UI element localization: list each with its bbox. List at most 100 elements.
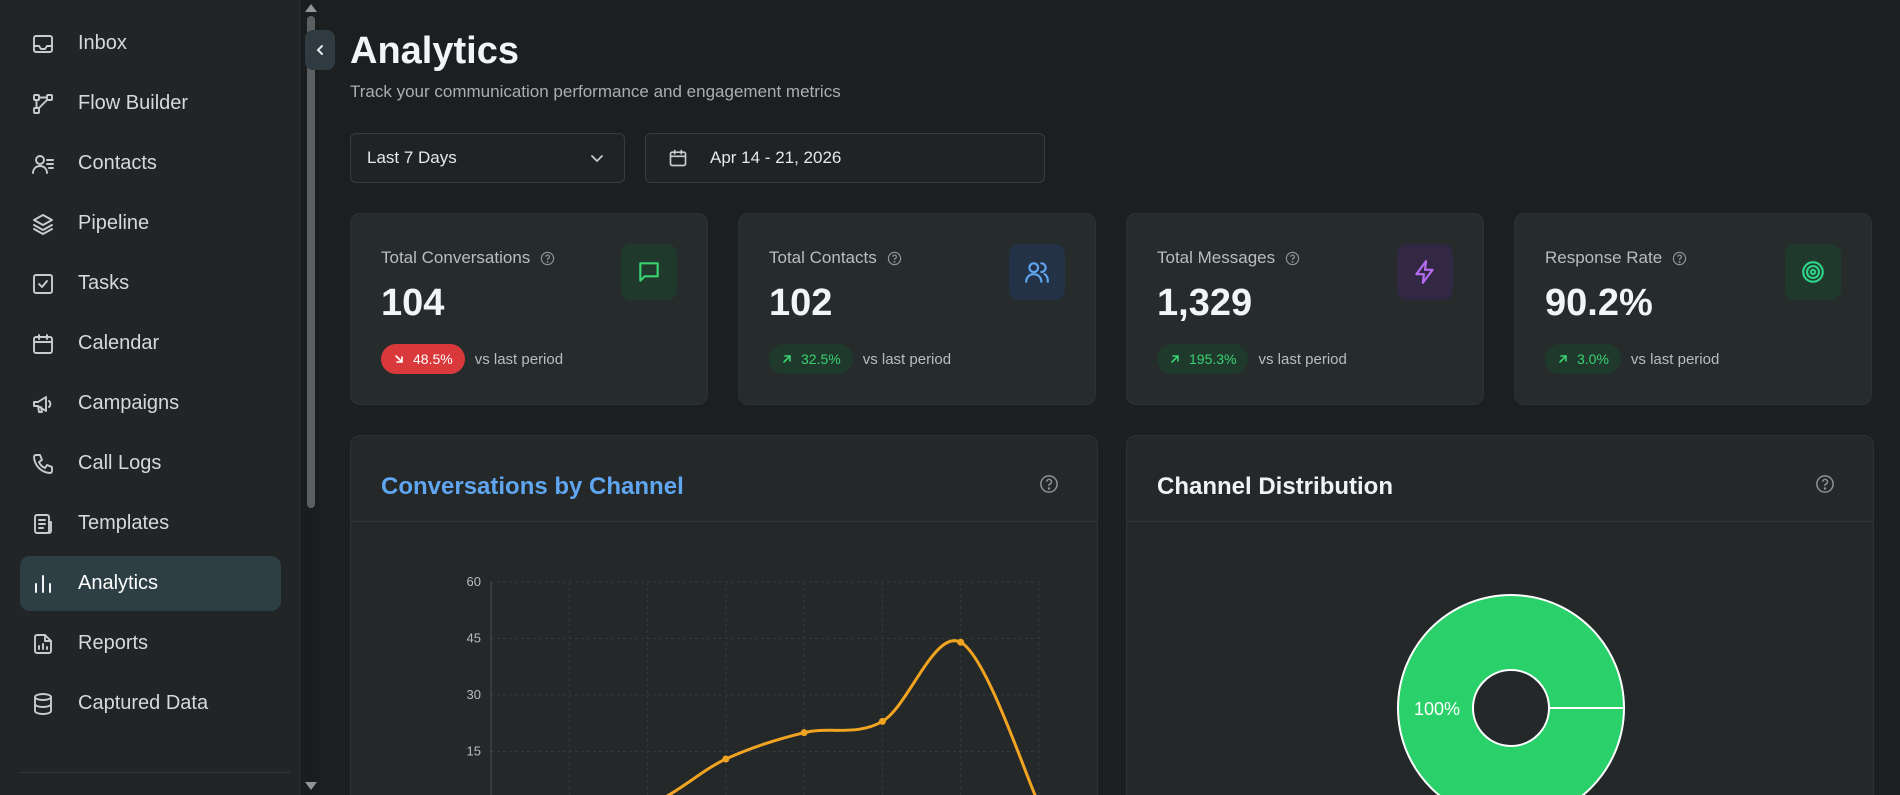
help-icon[interactable]: [1815, 474, 1835, 494]
conversations-by-channel-panel: Conversations by Channel 015304560Tue, A…: [350, 435, 1098, 795]
arrow-down-right-icon: [395, 355, 403, 363]
trend-value: 195.3%: [1189, 351, 1237, 367]
panel-title[interactable]: Conversations by Channel: [381, 473, 684, 500]
trend-compare-text: vs last period: [1630, 350, 1720, 368]
target-icon: [1785, 244, 1841, 300]
kpi-card-label: Response Rate: [1545, 248, 1663, 267]
scroll-up-arrow-icon[interactable]: [305, 4, 317, 12]
kpi-card-trend: 3.0% vs last period: [1545, 344, 1719, 374]
trend-badge: 3.0%: [1545, 344, 1621, 374]
database-icon: [30, 691, 56, 717]
kpi-card-value: 104: [381, 282, 445, 324]
help-icon[interactable]: [1285, 251, 1300, 266]
series-line: [665, 639, 1037, 795]
kpi-card-total-messages: Total Messages 1,329 195.3% vs last peri…: [1126, 213, 1484, 405]
date-picker-button[interactable]: Apr 14 - 21, 2026: [645, 133, 1045, 183]
kpi-card-value: 102: [769, 282, 833, 324]
trend-badge: 195.3%: [1157, 344, 1249, 374]
trend-value: 32.5%: [801, 351, 841, 367]
date-range-text: Apr 14 - 21, 2026: [710, 148, 842, 167]
kpi-card-label-row: Total Messages: [1157, 248, 1300, 268]
kpi-card-total-contacts: Total Contacts 102 32.5% vs last period: [738, 213, 1096, 405]
arrow-up-right-icon: [783, 355, 791, 363]
sidebar-item-contacts[interactable]: Contacts: [20, 136, 281, 191]
chevron-left-icon: [316, 45, 323, 55]
flow-icon: [30, 91, 56, 117]
kpi-card-label-row: Total Contacts: [769, 248, 902, 268]
data-point: [800, 729, 808, 737]
trend-compare-text: vs last period: [474, 350, 564, 368]
phone-icon: [30, 451, 56, 477]
trend-compare-text: vs last period: [1258, 350, 1347, 368]
sidebar-item-call-logs[interactable]: Call Logs: [20, 436, 281, 491]
panel-header: Conversations by Channel: [351, 436, 1097, 522]
sidebar-item-label: Tasks: [78, 272, 130, 294]
line-chart: 015304560Tue, Apr 14Thu, Apr 16Fri, Apr …: [467, 574, 1040, 795]
help-icon[interactable]: [1672, 251, 1687, 266]
y-tick-label: 15: [467, 744, 481, 759]
kpi-card-trend: 195.3% vs last period: [1157, 344, 1347, 374]
sidebar-item-reports[interactable]: Reports: [20, 616, 281, 671]
sidebar-item-analytics[interactable]: Analytics: [20, 556, 281, 611]
sidebar-item-captured-data[interactable]: Captured Data: [20, 676, 281, 731]
zap-icon: [1397, 244, 1453, 300]
trend-value: 3.0%: [1577, 351, 1609, 367]
sidebar-item-pipeline[interactable]: Pipeline: [20, 196, 281, 251]
data-point: [957, 638, 965, 646]
sidebar-item-label: Reports: [78, 632, 149, 654]
trend-badge: 32.5%: [769, 344, 853, 374]
calendar-icon: [30, 331, 56, 357]
main-content: Analytics Track your communication perfo…: [340, 0, 1900, 795]
y-tick-label: 30: [467, 687, 481, 702]
sidebar-item-label: Call Logs: [78, 452, 162, 474]
inbox-icon: [30, 31, 56, 57]
sidebar-item-templates[interactable]: Templates: [20, 496, 281, 551]
help-icon[interactable]: [540, 251, 555, 266]
sidebar-scrollbar[interactable]: [301, 0, 319, 795]
kpi-card-value: 90.2%: [1545, 282, 1653, 324]
panel-title: Channel Distribution: [1157, 473, 1393, 500]
arrow-up-right-icon: [1171, 355, 1179, 363]
kpi-card-label: Total Messages: [1157, 248, 1276, 267]
sidebar-item-flow-builder[interactable]: Flow Builder: [20, 76, 281, 131]
megaphone-icon: [30, 391, 56, 417]
report-icon: [30, 631, 56, 657]
data-point: [722, 755, 730, 763]
kpi-card-trend: 32.5% vs last period: [769, 344, 951, 374]
panel-header: Channel Distribution: [1127, 436, 1873, 522]
trend-compare-text: vs last period: [862, 350, 952, 368]
template-icon: [30, 511, 56, 537]
sidebar-item-label: Analytics: [78, 572, 159, 594]
sidebar: Inbox Flow Builder Contacts Pipeline Tas…: [0, 0, 300, 795]
help-icon[interactable]: [1039, 474, 1059, 494]
kpi-card-response-rate: Response Rate 90.2% 3.0% vs last period: [1514, 213, 1872, 405]
kpi-card-value: 1,329: [1157, 282, 1253, 324]
collapse-sidebar-button[interactable]: [305, 30, 335, 70]
chevron-down-icon: [591, 155, 603, 163]
data-point: [878, 717, 886, 725]
y-tick-label: 60: [467, 574, 481, 589]
help-icon[interactable]: [887, 251, 902, 266]
contacts-icon: [30, 151, 56, 177]
sidebar-item-tasks[interactable]: Tasks: [20, 256, 281, 311]
sidebar-item-calendar[interactable]: Calendar: [20, 316, 281, 371]
page-subtitle: Track your communication performance and…: [350, 82, 841, 101]
slice-label: 100%: [1414, 699, 1460, 719]
date-range-select[interactable]: Last 7 Days: [350, 133, 625, 183]
sidebar-item-label: Inbox: [78, 32, 127, 54]
scrollbar-thumb[interactable]: [307, 16, 315, 508]
sidebar-nav: Inbox Flow Builder Contacts Pipeline Tas…: [20, 16, 281, 736]
arrow-up-right-icon: [1559, 355, 1567, 363]
layers-icon: [30, 211, 56, 237]
sidebar-item-inbox[interactable]: Inbox: [20, 16, 281, 71]
sidebar-item-campaigns[interactable]: Campaigns: [20, 376, 281, 431]
scroll-down-arrow-icon[interactable]: [305, 782, 317, 790]
sidebar-item-label: Pipeline: [78, 212, 150, 234]
date-range-select-value: Last 7 Days: [367, 148, 457, 167]
donut-hole: [1472, 669, 1550, 747]
kpi-cards: Total Conversations 104 48.5% vs last pe…: [350, 213, 1872, 405]
chat-icon: [621, 244, 677, 300]
tasks-icon: [30, 271, 56, 297]
donut-chart: 100%: [1397, 594, 1625, 795]
trend-badge: 48.5%: [381, 344, 465, 374]
